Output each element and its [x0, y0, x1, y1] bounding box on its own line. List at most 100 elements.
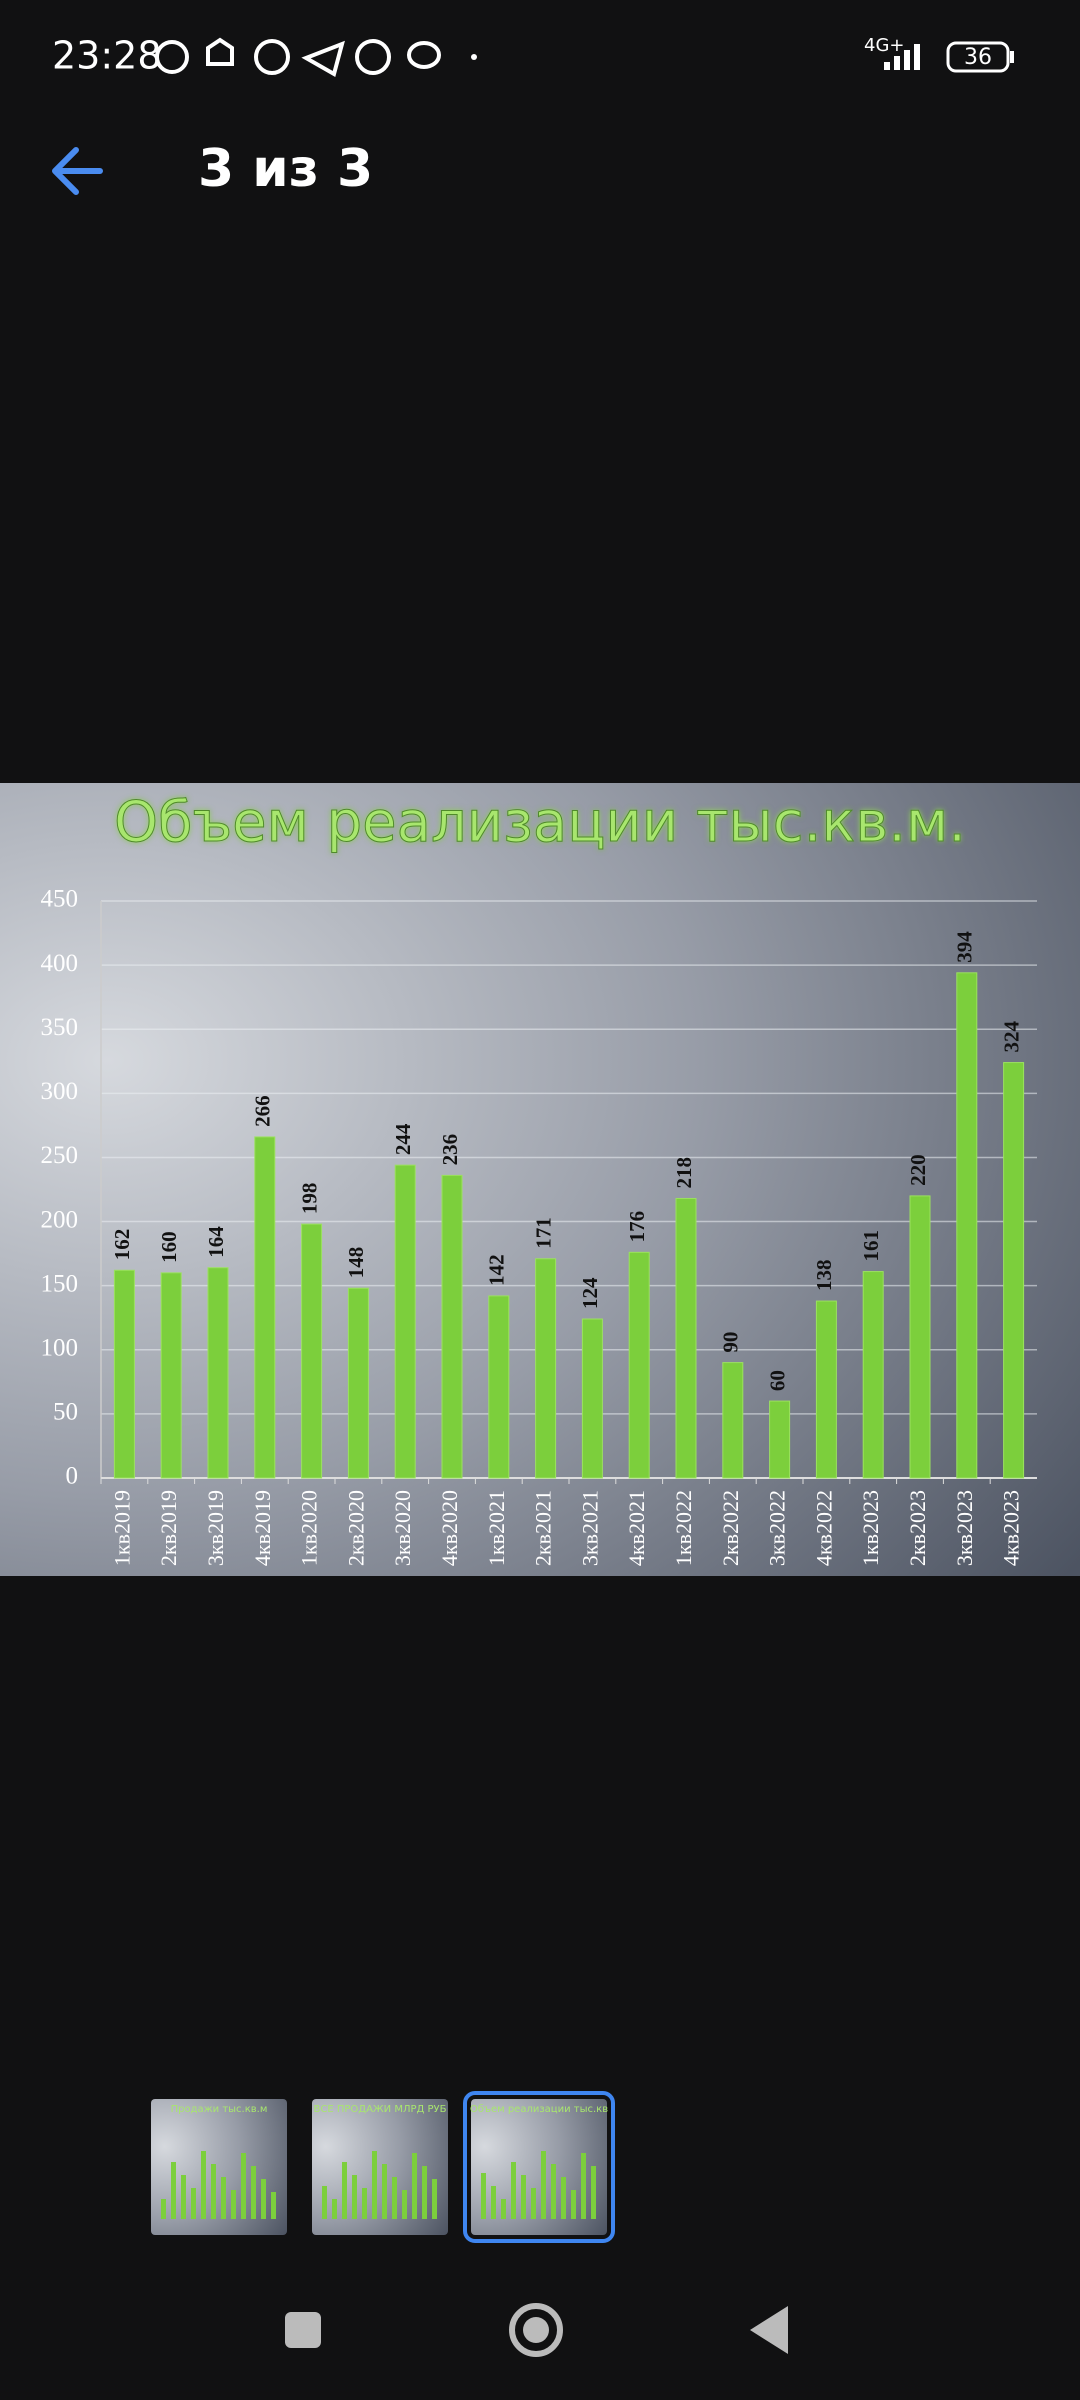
value-label: 244	[391, 1123, 415, 1155]
thumbnail-selected-border	[463, 2091, 615, 2243]
x-tick-label: 4кв2020	[437, 1490, 462, 1566]
y-tick-label: 450	[41, 886, 79, 913]
thumbnail-bar	[382, 2164, 387, 2219]
thumbnail-bar	[221, 2177, 226, 2219]
thumbnail-title: Продажи тыс.кв.м	[171, 2104, 268, 2115]
thumbnail-bar	[432, 2179, 437, 2219]
thumbnail-bar	[362, 2188, 367, 2219]
chart-title: Объем реализации тыс.кв.м.	[114, 790, 966, 855]
thumbnail-bar	[571, 2190, 576, 2219]
bar	[815, 1300, 837, 1479]
bar	[488, 1295, 510, 1479]
thumbnail-title: ВСЕ ПРОДАЖИ МЛРД РУБ	[314, 2104, 447, 2115]
thumbnail-bar	[372, 2151, 377, 2219]
value-label: 60	[765, 1370, 789, 1391]
thumbnail-bar	[481, 2173, 486, 2219]
nav-home-dot	[523, 2317, 549, 2343]
value-label: 266	[251, 1095, 275, 1127]
x-tick-label: 2кв2023	[905, 1490, 930, 1566]
y-tick-label: 100	[41, 1335, 79, 1362]
thumbnail-bar	[342, 2162, 347, 2219]
x-tick-label: 4кв2022	[811, 1490, 836, 1566]
value-label: 171	[531, 1217, 555, 1249]
thumbnail-bar	[541, 2151, 546, 2219]
thumbnail-bar	[392, 2177, 397, 2219]
x-tick-label: 2кв2022	[718, 1490, 743, 1566]
value-label: 220	[906, 1154, 930, 1186]
bar	[581, 1318, 603, 1479]
thumbnail-bar	[211, 2164, 216, 2219]
x-tick-label: 3кв2021	[577, 1490, 602, 1566]
thumbnail-bar	[261, 2179, 266, 2219]
thumbnail-bar	[231, 2190, 236, 2219]
value-label: 236	[438, 1134, 462, 1166]
back-arrow[interactable]	[52, 147, 103, 195]
nav-back[interactable]	[750, 2306, 788, 2354]
thumbnail-bar	[511, 2162, 516, 2219]
x-tick-label: 3кв2020	[390, 1490, 415, 1566]
bar	[347, 1287, 369, 1479]
thumbnail-bar	[251, 2166, 256, 2219]
bar	[862, 1271, 884, 1479]
thumbnail-bar	[491, 2186, 496, 2219]
value-label: 218	[672, 1157, 696, 1189]
thumbnail-bar	[581, 2153, 586, 2219]
battery	[946, 41, 1010, 73]
value-label: 138	[812, 1260, 836, 1292]
thumbnail-bar	[171, 2162, 176, 2219]
bar	[207, 1267, 229, 1479]
value-label: 161	[859, 1230, 883, 1262]
thumbnail[interactable]: Объем реализации тыс.кв	[470, 2099, 608, 2235]
status-time: 23:28	[52, 34, 162, 78]
x-tick-label: 1кв2020	[297, 1490, 322, 1566]
thumbnail-bar	[402, 2190, 407, 2219]
back-button[interactable]	[52, 147, 103, 195]
thumbnail-bar	[181, 2175, 186, 2219]
y-tick-label: 0	[66, 1463, 79, 1490]
status-dot	[471, 54, 477, 60]
thumbnail[interactable]: Продажи тыс.кв.м	[151, 2099, 287, 2235]
x-tick-label: 3кв2022	[765, 1490, 790, 1566]
value-label: 124	[578, 1277, 602, 1309]
y-tick-label: 300	[41, 1078, 79, 1105]
x-tick-label: 1кв2021	[484, 1490, 509, 1566]
x-tick-label: 3кв2019	[203, 1490, 228, 1566]
bar	[722, 1362, 744, 1479]
thumbnail-bar	[422, 2166, 427, 2219]
y-tick-label: 150	[41, 1270, 79, 1297]
bar	[1003, 1062, 1025, 1479]
bar	[675, 1197, 697, 1479]
thumbnail-bar	[201, 2151, 206, 2219]
bar	[441, 1174, 463, 1479]
y-tick-label: 200	[41, 1206, 79, 1233]
value-label: 324	[999, 1021, 1023, 1053]
bar	[394, 1164, 416, 1479]
bar	[301, 1223, 323, 1479]
x-tick-label: 1кв2022	[671, 1490, 696, 1566]
thumbnail-bar	[412, 2153, 417, 2219]
bar	[160, 1272, 182, 1479]
x-tick-label: 4кв2019	[250, 1490, 275, 1566]
nav-recents[interactable]	[285, 2312, 321, 2348]
thumbnail-bar	[161, 2199, 166, 2219]
bar	[956, 972, 978, 1479]
x-tick-label: 2кв2021	[531, 1490, 556, 1566]
thumbnail-bar	[521, 2175, 526, 2219]
y-tick-label: 350	[41, 1014, 79, 1041]
nav-home[interactable]	[509, 2303, 563, 2357]
thumbnail[interactable]: ВСЕ ПРОДАЖИ МЛРД РУБ	[312, 2099, 448, 2235]
thumbnail-strip: Продажи тыс.кв.м ВСЕ ПРОДАЖИ МЛРД РУБ Объе…	[151, 2091, 615, 2243]
value-label: 176	[625, 1211, 649, 1243]
bar	[628, 1251, 650, 1479]
bar	[254, 1136, 276, 1479]
bar	[769, 1400, 791, 1479]
value-label: 148	[344, 1247, 368, 1279]
thumbnail-bar	[332, 2199, 337, 2219]
thumbnail-title: Объем реализации тыс.кв	[470, 2104, 608, 2115]
status-icons	[155, 37, 441, 78]
thumbnail-bar	[561, 2177, 566, 2219]
bar	[535, 1258, 557, 1479]
thumbnail-bar	[531, 2188, 536, 2219]
value-label: 162	[110, 1229, 134, 1261]
